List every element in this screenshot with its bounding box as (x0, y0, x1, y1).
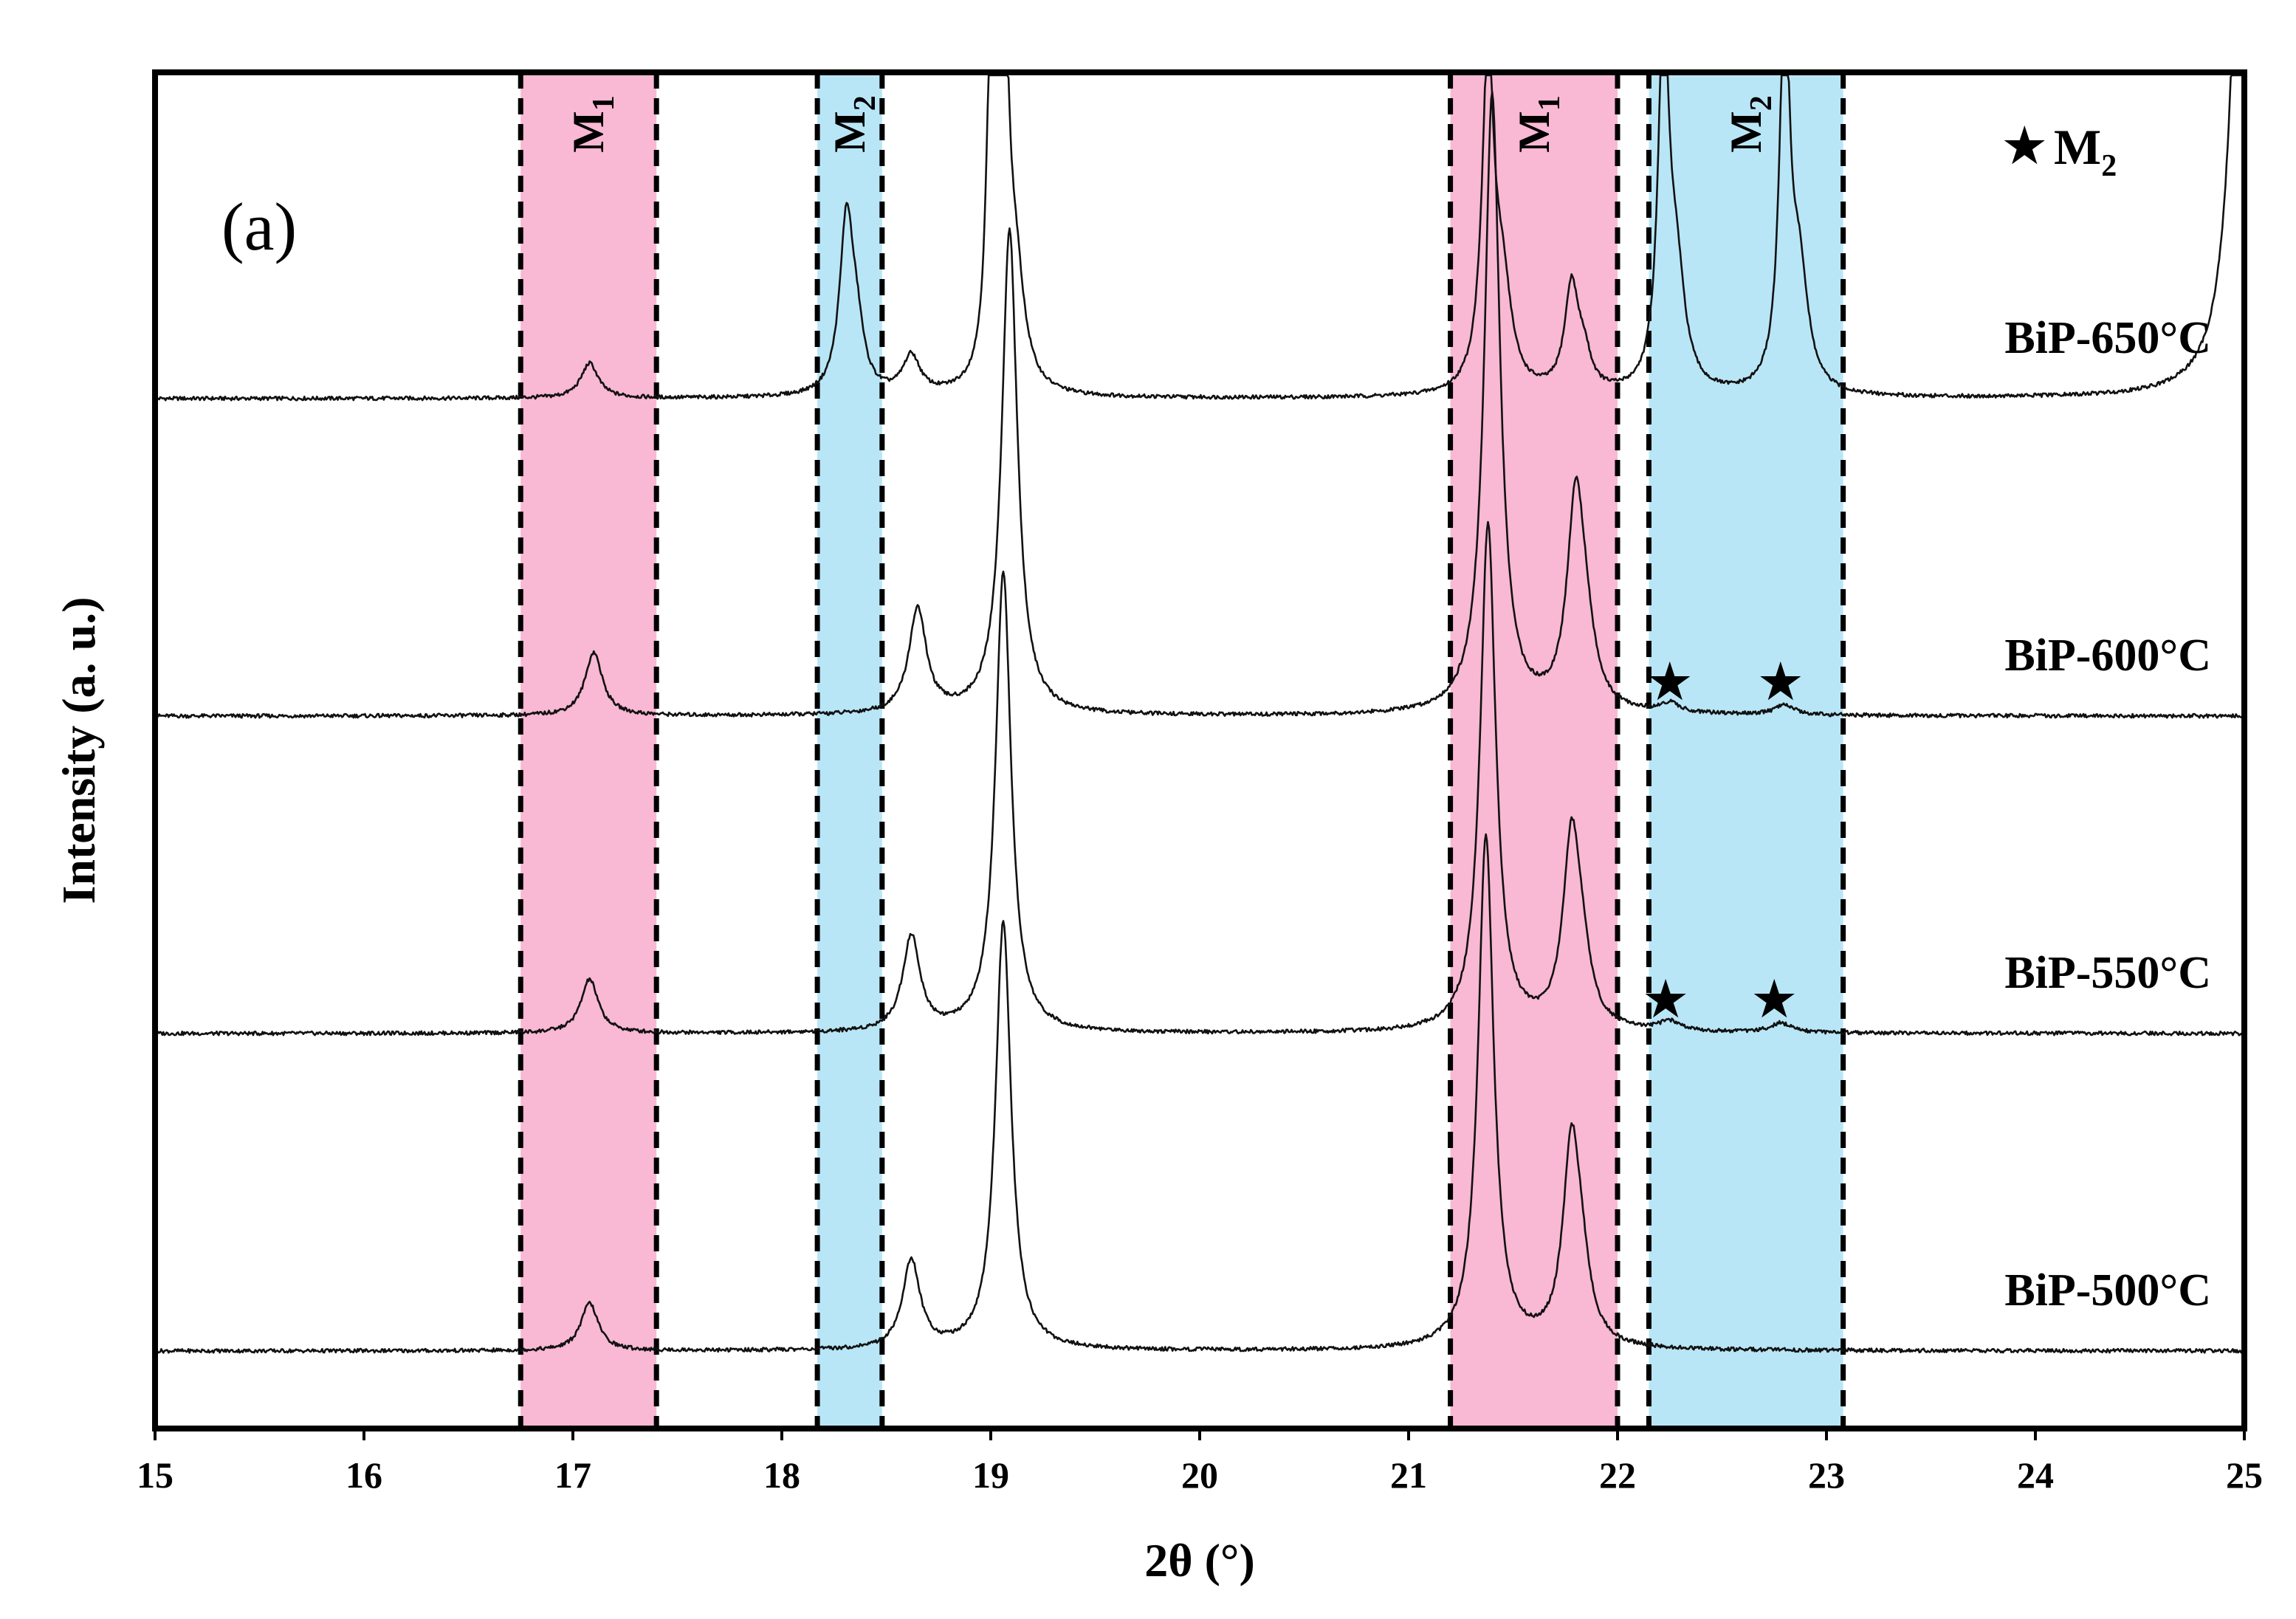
series-line (154, 74, 2244, 402)
band-label-main: M (1510, 111, 1558, 153)
x-tick-label: 23 (1808, 1454, 1845, 1496)
band-label-subscript: 2 (848, 95, 882, 111)
band-label: M2 (825, 95, 882, 153)
band-label: M1 (564, 95, 621, 153)
star-marker: ★ (1750, 970, 1798, 1029)
legend: ★ M2 (2001, 117, 2117, 183)
phase-band-m2 (817, 72, 882, 1429)
band-label: M1 (1510, 95, 1567, 153)
phase-band-m2 (1649, 72, 1843, 1429)
series-labels: BiP-650°C BiP-600°C BiP-550°C BiP-500°C (2004, 313, 2211, 1316)
band-label-subscript: 1 (1533, 95, 1567, 111)
band-label-subscript: 2 (1745, 95, 1778, 111)
series-label: BiP-500°C (2004, 1265, 2211, 1316)
series-line (154, 91, 2245, 719)
phase-markers: ★ ★ ★ ★ (1642, 653, 1804, 1029)
x-tick-label: 21 (1390, 1454, 1427, 1496)
x-tick-label: 17 (554, 1454, 591, 1496)
series-label: BiP-650°C (2004, 313, 2211, 363)
x-axis-ticks: 15 16 17 18 19 20 21 22 23 24 25 (137, 1429, 2263, 1496)
legend-label-subscript: 2 (2101, 149, 2117, 183)
phase-band-m1 (1450, 72, 1618, 1429)
band-label-main: M (1722, 111, 1770, 153)
phase-band-m1 (520, 72, 657, 1429)
panel-label: (a) (221, 189, 297, 264)
band-label-main: M (564, 111, 613, 153)
x-tick-label: 18 (763, 1454, 800, 1496)
series-label: BiP-600°C (2004, 630, 2211, 681)
star-marker: ★ (1642, 970, 1690, 1029)
series-line (154, 520, 2245, 1037)
x-axis-title: 2θ (°) (1144, 1534, 1255, 1587)
legend-label: M2 (2054, 119, 2117, 183)
series-line (154, 833, 2245, 1354)
x-tick-label: 20 (1181, 1454, 1218, 1496)
series-lines (154, 74, 2245, 1354)
x-tick-label: 22 (1599, 1454, 1636, 1496)
x-tick-label: 19 (972, 1454, 1009, 1496)
x-tick-label: 15 (137, 1454, 173, 1496)
legend-label-main: M (2054, 119, 2101, 175)
band-label-main: M (825, 111, 874, 153)
series-label: BiP-550°C (2004, 948, 2211, 998)
star-marker: ★ (1756, 653, 1804, 712)
star-marker: ★ (1646, 653, 1694, 712)
y-axis-title: Intensity (a. u.) (52, 597, 105, 904)
x-tick-label: 25 (2226, 1454, 2263, 1496)
x-tick-label: 16 (346, 1454, 382, 1496)
x-tick-label: 24 (2017, 1454, 2054, 1496)
band-label-subscript: 1 (587, 95, 621, 111)
band-label: M2 (1722, 95, 1778, 153)
star-icon: ★ (2001, 117, 2049, 176)
